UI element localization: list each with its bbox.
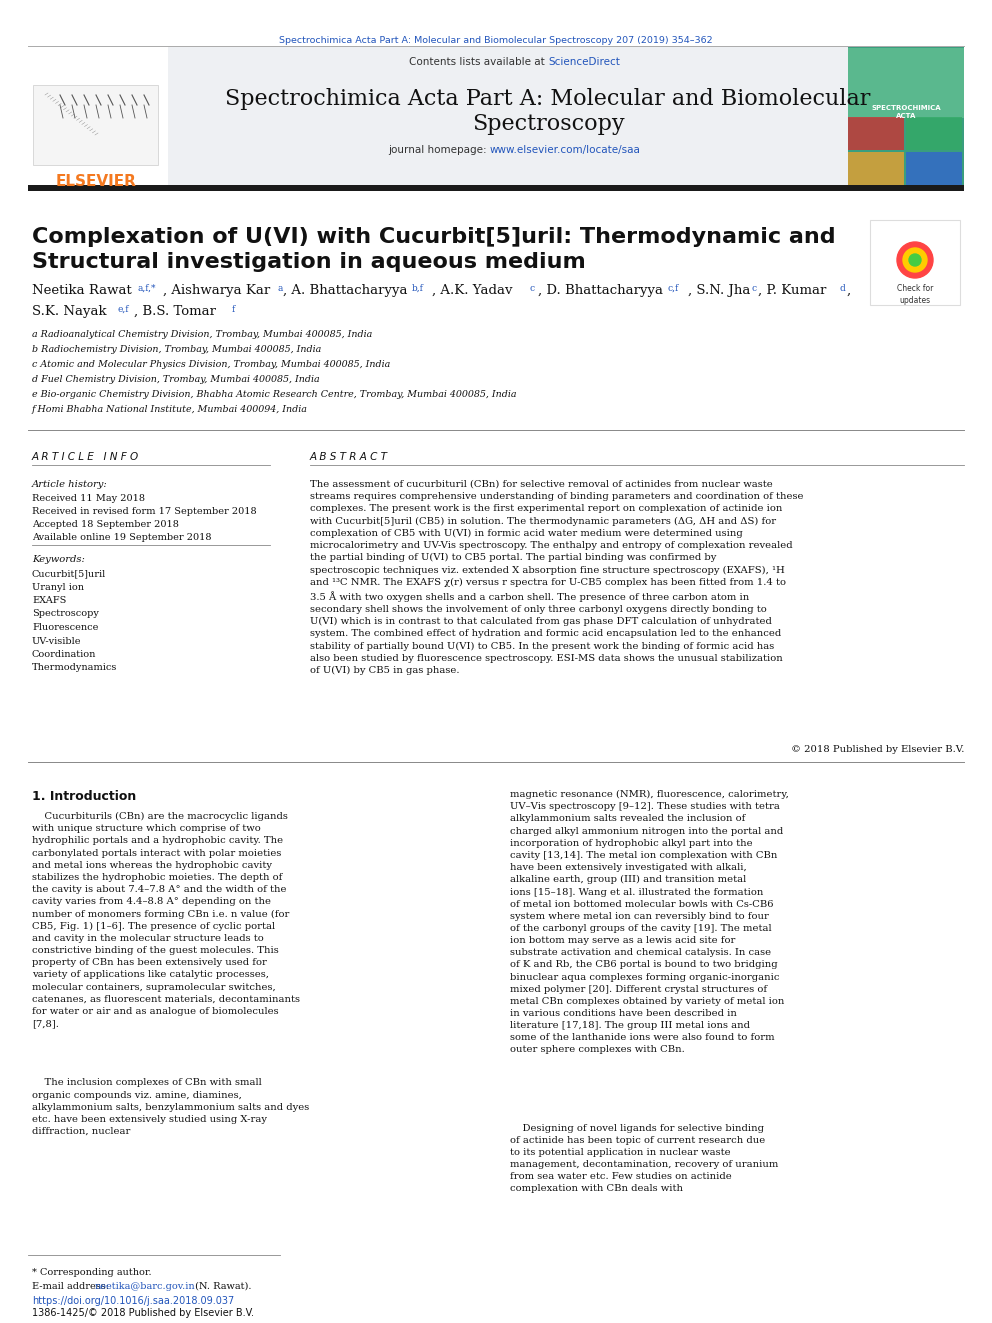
Bar [168, 48, 848, 185]
Text: f Homi Bhabha National Institute, Mumbai 400094, India: f Homi Bhabha National Institute, Mumbai… [32, 405, 308, 414]
Text: Complexation of U(VI) with Cucurbit[5]uril: Thermodynamic and: Complexation of U(VI) with Cucurbit[5]ur… [32, 228, 835, 247]
Text: * Corresponding author.: * Corresponding author. [32, 1267, 152, 1277]
Text: magnetic resonance (NMR), fluorescence, calorimetry,
UV–Vis spectroscopy [9–12].: magnetic resonance (NMR), fluorescence, … [510, 790, 789, 1054]
Text: b Radiochemistry Division, Trombay, Mumbai 400085, India: b Radiochemistry Division, Trombay, Mumb… [32, 345, 321, 355]
Text: e Bio-organic Chemistry Division, Bhabha Atomic Research Centre, Trombay, Mumbai: e Bio-organic Chemistry Division, Bhabha… [32, 390, 517, 400]
Text: Neetika Rawat: Neetika Rawat [32, 284, 132, 296]
Bar [906, 116, 962, 149]
Text: , S.N. Jha: , S.N. Jha [688, 284, 750, 296]
Text: Structural investigation in aqueous medium: Structural investigation in aqueous medi… [32, 251, 585, 273]
Text: Available online 19 September 2018: Available online 19 September 2018 [32, 533, 211, 542]
Text: 1386-1425/© 2018 Published by Elsevier B.V.: 1386-1425/© 2018 Published by Elsevier B… [32, 1308, 254, 1318]
Text: Accepted 18 September 2018: Accepted 18 September 2018 [32, 520, 179, 529]
Text: , A.K. Yadav: , A.K. Yadav [432, 284, 513, 296]
Text: Spectroscopy: Spectroscopy [32, 610, 99, 618]
Text: , A. Bhattacharyya: , A. Bhattacharyya [283, 284, 408, 296]
Text: , D. Bhattacharyya: , D. Bhattacharyya [538, 284, 663, 296]
Text: Designing of novel ligands for selective binding
of actinide has been topic of c: Designing of novel ligands for selective… [510, 1123, 779, 1193]
Text: d: d [840, 284, 846, 292]
Text: EXAFS: EXAFS [32, 595, 66, 605]
Text: Spectrochimica Acta Part A: Molecular and Biomolecular Spectroscopy 207 (2019) 3: Spectrochimica Acta Part A: Molecular an… [279, 36, 713, 45]
Text: Keywords:: Keywords: [32, 556, 85, 564]
Text: a,f,*: a,f,* [138, 284, 157, 292]
Text: 1. Introduction: 1. Introduction [32, 790, 136, 803]
Text: (N. Rawat).: (N. Rawat). [192, 1282, 252, 1291]
Text: © 2018 Published by Elsevier B.V.: © 2018 Published by Elsevier B.V. [791, 745, 964, 754]
Text: A R T I C L E   I N F O: A R T I C L E I N F O [32, 452, 139, 462]
Text: Check for
updates: Check for updates [897, 284, 933, 304]
Text: Article history:: Article history: [32, 480, 108, 490]
Text: S.K. Nayak: S.K. Nayak [32, 306, 106, 318]
Text: ScienceDirect: ScienceDirect [548, 57, 620, 67]
Circle shape [897, 242, 933, 278]
Text: Fluorescence: Fluorescence [32, 623, 98, 632]
Text: Coordination: Coordination [32, 650, 96, 659]
Text: , B.S. Tomar: , B.S. Tomar [134, 306, 216, 318]
Text: d Fuel Chemistry Division, Trombay, Mumbai 400085, India: d Fuel Chemistry Division, Trombay, Mumb… [32, 374, 319, 384]
Text: b,f: b,f [412, 284, 424, 292]
Bar [848, 152, 904, 185]
Text: c,f: c,f [667, 284, 679, 292]
Text: https://doi.org/10.1016/j.saa.2018.09.037: https://doi.org/10.1016/j.saa.2018.09.03… [32, 1297, 234, 1306]
Text: ELSEVIER: ELSEVIER [56, 175, 137, 189]
Text: journal homepage:: journal homepage: [388, 146, 490, 155]
Text: Spectroscopy: Spectroscopy [471, 112, 624, 135]
Text: Contents lists available at: Contents lists available at [409, 57, 548, 67]
Bar [33, 85, 158, 165]
Text: f: f [232, 306, 235, 314]
Text: Spectrochimica Acta Part A: Molecular and Biomolecular: Spectrochimica Acta Part A: Molecular an… [225, 89, 871, 110]
Bar [848, 116, 904, 149]
Text: e,f: e,f [117, 306, 129, 314]
Text: Received 11 May 2018: Received 11 May 2018 [32, 493, 145, 503]
Circle shape [909, 254, 921, 266]
Text: ,: , [847, 284, 851, 296]
Text: The inclusion complexes of CBn with small
organic compounds viz. amine, diamines: The inclusion complexes of CBn with smal… [32, 1078, 310, 1136]
Text: UV-visible: UV-visible [32, 636, 81, 646]
Bar [848, 48, 964, 185]
Text: Thermodynamics: Thermodynamics [32, 664, 117, 672]
Text: neetika@barc.gov.in: neetika@barc.gov.in [95, 1282, 195, 1291]
Bar [906, 152, 962, 185]
Text: E-mail address:: E-mail address: [32, 1282, 112, 1291]
Text: c: c [752, 284, 757, 292]
Bar [28, 48, 168, 165]
Text: a: a [277, 284, 283, 292]
Bar [28, 185, 964, 191]
Circle shape [903, 247, 927, 273]
Text: The assessment of cucurbituril (CBn) for selective removal of actinides from nuc: The assessment of cucurbituril (CBn) for… [310, 480, 804, 675]
Text: , Aishwarya Kar: , Aishwarya Kar [163, 284, 270, 296]
Text: c: c [530, 284, 535, 292]
Bar [870, 220, 960, 306]
Text: www.elsevier.com/locate/saa: www.elsevier.com/locate/saa [490, 146, 641, 155]
Text: Uranyl ion: Uranyl ion [32, 582, 84, 591]
Text: Cucurbit[5]uril: Cucurbit[5]uril [32, 569, 106, 578]
Bar [28, 48, 168, 185]
Text: , P. Kumar: , P. Kumar [758, 284, 826, 296]
Text: a Radioanalytical Chemistry Division, Trombay, Mumbai 400085, India: a Radioanalytical Chemistry Division, Tr… [32, 329, 372, 339]
Text: Cucurbiturils (CBn) are the macrocyclic ligands
with unique structure which comp: Cucurbiturils (CBn) are the macrocyclic … [32, 812, 300, 1028]
Text: A B S T R A C T: A B S T R A C T [310, 452, 388, 462]
Text: c Atomic and Molecular Physics Division, Trombay, Mumbai 400085, India: c Atomic and Molecular Physics Division,… [32, 360, 390, 369]
Text: Received in revised form 17 September 2018: Received in revised form 17 September 20… [32, 507, 257, 516]
Text: SPECTROCHIMICA
ACTA: SPECTROCHIMICA ACTA [871, 105, 940, 119]
Bar [848, 48, 964, 118]
